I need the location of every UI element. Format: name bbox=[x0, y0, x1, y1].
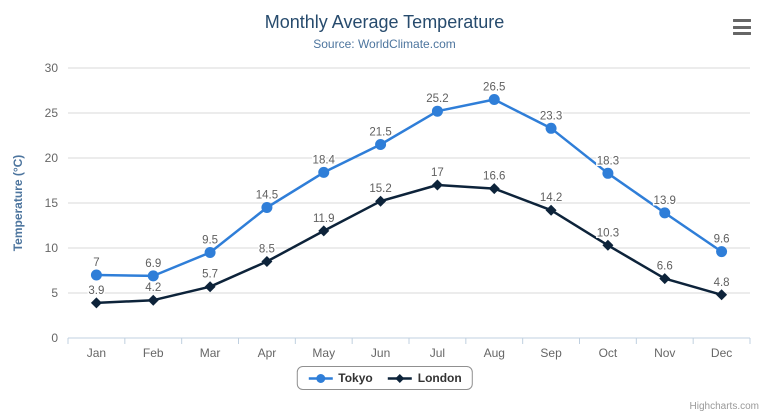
data-label-tokyo: 6.9 bbox=[145, 258, 161, 270]
data-label-london: 15.2 bbox=[369, 183, 391, 195]
data-point-tokyo[interactable] bbox=[431, 105, 443, 117]
data-point-tokyo[interactable] bbox=[318, 166, 330, 178]
data-label-tokyo: 25.2 bbox=[426, 93, 448, 105]
x-axis-label: Jul bbox=[430, 346, 445, 360]
data-label-tokyo: 18.4 bbox=[313, 154, 336, 166]
data-label-tokyo: 13.9 bbox=[654, 195, 676, 207]
data-label-tokyo: 21.5 bbox=[369, 127, 391, 139]
data-label-london: 5.7 bbox=[202, 269, 218, 281]
y-axis-label: 10 bbox=[45, 241, 59, 255]
data-point-london[interactable] bbox=[90, 297, 102, 309]
legend: Tokyo London bbox=[296, 366, 473, 390]
x-axis-label: Jun bbox=[371, 346, 390, 360]
data-point-tokyo[interactable] bbox=[602, 167, 614, 179]
chart-title: Monthly Average Temperature bbox=[264, 12, 505, 32]
legend-item-tokyo[interactable]: Tokyo bbox=[307, 371, 373, 385]
y-axis-label: 20 bbox=[45, 151, 59, 165]
x-axis-label: Mar bbox=[200, 346, 221, 360]
data-point-london[interactable] bbox=[147, 294, 159, 306]
data-label-tokyo: 7 bbox=[93, 257, 99, 269]
x-axis-label: Dec bbox=[711, 346, 732, 360]
data-point-london[interactable] bbox=[716, 289, 728, 301]
y-axis-label: 5 bbox=[51, 286, 58, 300]
data-point-tokyo[interactable] bbox=[659, 207, 671, 219]
data-point-london[interactable] bbox=[545, 204, 557, 216]
hamburger-icon bbox=[733, 32, 751, 35]
data-point-london[interactable] bbox=[318, 225, 330, 237]
hamburger-icon bbox=[733, 25, 751, 29]
data-point-tokyo[interactable] bbox=[716, 246, 728, 258]
data-point-london[interactable] bbox=[431, 179, 443, 191]
x-axis-label: Feb bbox=[143, 346, 164, 360]
x-axis-label: Oct bbox=[599, 346, 618, 360]
y-axis-label: 25 bbox=[45, 106, 59, 120]
data-point-london[interactable] bbox=[375, 195, 387, 207]
data-label-london: 14.2 bbox=[540, 192, 562, 204]
y-axis-title: Temperature (°C) bbox=[11, 155, 25, 252]
data-point-london[interactable] bbox=[659, 273, 671, 285]
legend-circle-icon bbox=[308, 373, 333, 383]
data-label-tokyo: 23.3 bbox=[540, 110, 562, 122]
series-tokyo-line bbox=[96, 98, 723, 278]
data-label-london: 8.5 bbox=[259, 244, 275, 256]
x-axis-label: Nov bbox=[654, 346, 675, 360]
data-label-tokyo: 9.6 bbox=[714, 234, 730, 246]
data-label-tokyo: 9.5 bbox=[202, 235, 218, 247]
data-label-tokyo: 14.5 bbox=[256, 190, 278, 202]
legend-label: Tokyo bbox=[338, 371, 373, 385]
data-point-tokyo[interactable] bbox=[261, 202, 273, 213]
x-axis-label: Sep bbox=[540, 346, 562, 360]
x-axis-label: Aug bbox=[484, 346, 505, 360]
data-label-tokyo: 18.3 bbox=[597, 155, 619, 167]
y-axis-label: 0 bbox=[51, 331, 58, 345]
legend-diamond-icon bbox=[387, 373, 412, 383]
x-axis-label: May bbox=[312, 346, 335, 360]
hamburger-icon bbox=[733, 19, 751, 22]
data-point-london[interactable] bbox=[204, 281, 216, 293]
data-point-london[interactable] bbox=[488, 183, 500, 195]
legend-item-london[interactable]: London bbox=[387, 371, 462, 385]
data-point-london[interactable] bbox=[261, 256, 273, 267]
data-label-london: 16.6 bbox=[483, 171, 505, 183]
data-label-london: 4.2 bbox=[145, 282, 161, 294]
credits-link[interactable]: Highcharts.com bbox=[689, 401, 759, 412]
data-point-tokyo[interactable] bbox=[488, 94, 500, 105]
export-menu-button[interactable] bbox=[733, 19, 753, 35]
y-axis-label: 15 bbox=[45, 196, 59, 210]
data-point-tokyo[interactable] bbox=[545, 122, 557, 134]
data-label-tokyo: 26.5 bbox=[483, 82, 505, 94]
x-axis-label: Apr bbox=[258, 346, 277, 360]
data-point-tokyo[interactable] bbox=[375, 139, 387, 150]
data-label-london: 3.9 bbox=[88, 285, 104, 297]
data-label-london: 6.6 bbox=[657, 261, 673, 273]
data-point-tokyo[interactable] bbox=[90, 269, 102, 281]
chart-subtitle: Source: WorldClimate.com bbox=[313, 37, 456, 51]
data-label-london: 11.9 bbox=[313, 213, 335, 225]
data-label-london: 10.3 bbox=[597, 227, 619, 239]
data-point-tokyo[interactable] bbox=[147, 270, 159, 282]
legend-label: London bbox=[417, 371, 462, 385]
series-london-line bbox=[96, 183, 722, 305]
data-point-tokyo[interactable] bbox=[204, 247, 216, 258]
y-axis-label: 30 bbox=[45, 61, 59, 75]
data-label-london: 4.8 bbox=[714, 277, 730, 289]
data-label-london: 17 bbox=[431, 167, 444, 179]
x-axis-label: Jan bbox=[87, 346, 106, 360]
data-point-london[interactable] bbox=[602, 239, 614, 251]
